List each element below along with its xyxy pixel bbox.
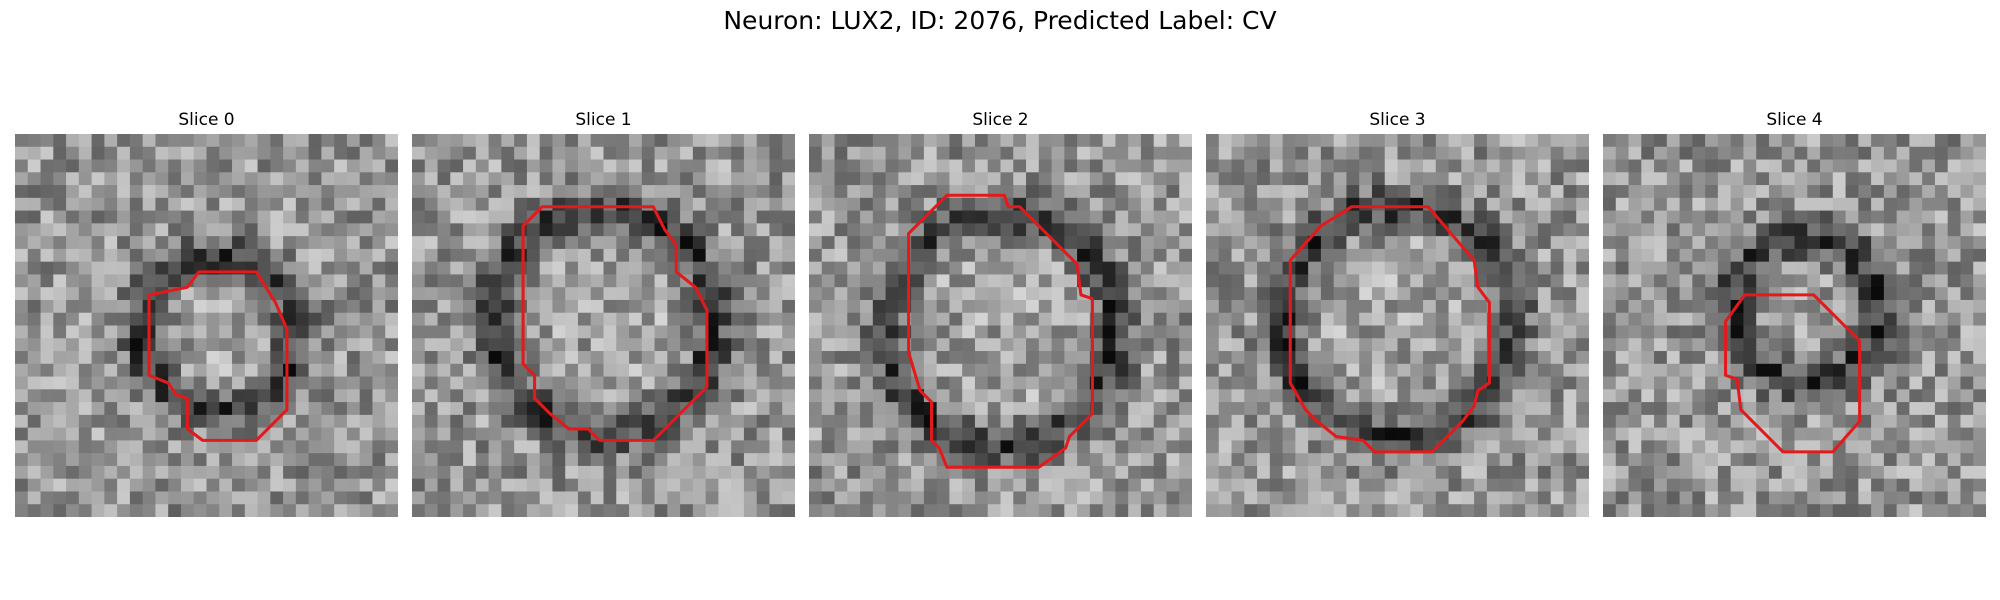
slice-image-1 <box>412 134 795 517</box>
slice-panel-4: Slice 4 <box>1603 110 1986 517</box>
slice-panel-2: Slice 2 <box>809 110 1192 517</box>
slice-panel-3: Slice 3 <box>1206 110 1589 517</box>
slice-image-4 <box>1603 134 1986 517</box>
slice-title-2: Slice 2 <box>809 110 1192 134</box>
figure-title: Neuron: LUX2, ID: 2076, Predicted Label:… <box>0 6 2000 35</box>
micrograph-pixels <box>15 134 398 517</box>
micrograph-pixels <box>1603 134 1986 517</box>
slice-title-1: Slice 1 <box>412 110 795 134</box>
slice-image-0 <box>15 134 398 517</box>
micrograph-pixels <box>809 134 1192 517</box>
micrograph-pixels <box>1206 134 1589 517</box>
slice-title-3: Slice 3 <box>1206 110 1589 134</box>
slice-image-3 <box>1206 134 1589 517</box>
slice-image-2 <box>809 134 1192 517</box>
slice-title-4: Slice 4 <box>1603 110 1986 134</box>
micrograph-pixels <box>412 134 795 517</box>
slice-panel-1: Slice 1 <box>412 110 795 517</box>
slice-title-0: Slice 0 <box>15 110 398 134</box>
slice-panel-0: Slice 0 <box>15 110 398 517</box>
